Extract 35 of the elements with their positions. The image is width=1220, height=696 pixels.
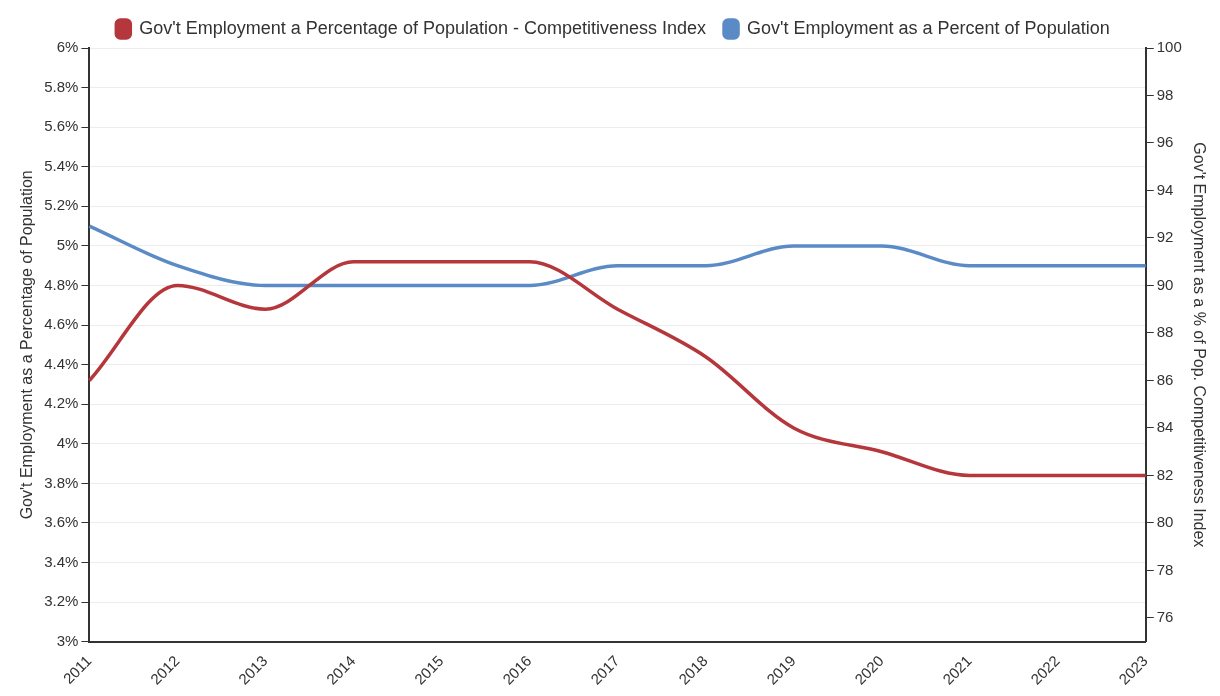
y2-tick-label: 90	[1156, 275, 1174, 293]
y2-tick-label: 98	[1156, 85, 1174, 103]
y2-axis-title: Gov't Employment as a % of Pop. Competitiveness Index	[1190, 142, 1208, 548]
y2-tick-label: 92	[1156, 228, 1174, 246]
y2-tick-label: 78	[1156, 560, 1174, 578]
y2-tick-label: 82	[1156, 465, 1174, 483]
y-tick-label: 3%	[56, 631, 79, 649]
legend-label: Gov't Employment a Percentage of Population - Competitiveness Index	[139, 17, 707, 38]
y-tick-label: 5.4%	[44, 156, 79, 174]
y2-tick-label: 100	[1156, 38, 1182, 56]
y-tick-label: 6%	[56, 38, 79, 56]
y-tick-label: 5.6%	[44, 117, 79, 135]
y-tick-label: 3.2%	[44, 592, 79, 610]
y-tick-label: 3.6%	[44, 513, 79, 531]
y-tick-label: 4.6%	[44, 315, 79, 333]
y2-tick-label: 94	[1156, 180, 1174, 198]
y2-tick-label: 76	[1156, 608, 1174, 626]
y-tick-label: 5%	[56, 236, 79, 254]
y-tick-label: 3.4%	[44, 552, 79, 570]
y-tick-label: 4.8%	[44, 275, 79, 293]
y2-tick-label: 86	[1156, 370, 1174, 388]
y-tick-label: 5.2%	[44, 196, 79, 214]
y-tick-label: 3.8%	[44, 473, 79, 491]
y-tick-label: 4%	[56, 433, 79, 451]
y-axis-title: Gov't Employment as a Percentage of Population	[18, 170, 36, 520]
legend-label: Gov't Employment as a Percent of Population	[747, 17, 1110, 38]
y-tick-label: 5.8%	[44, 77, 79, 95]
y2-tick-label: 84	[1156, 418, 1174, 436]
line-series	[87, 259, 1148, 478]
y2-tick-label: 88	[1156, 323, 1174, 341]
y2-tick-label: 80	[1156, 513, 1174, 531]
line-series	[87, 224, 1148, 288]
y-tick-label: 4.4%	[44, 354, 79, 372]
y2-tick-label: 96	[1156, 133, 1174, 151]
y-tick-label: 4.2%	[44, 394, 79, 412]
